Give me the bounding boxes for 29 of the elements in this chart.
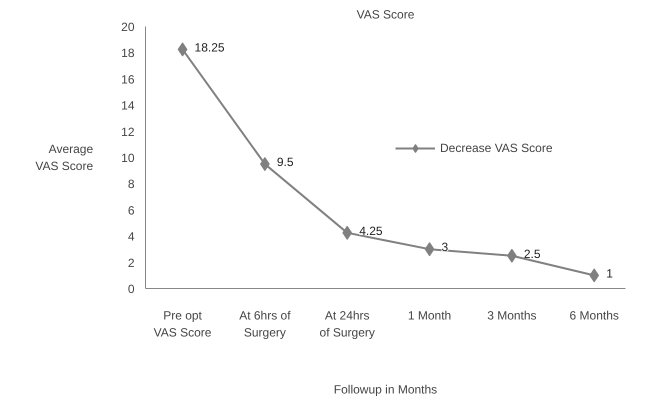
data-label: 4.25 bbox=[359, 224, 383, 238]
x-tick-label: At 24hrs of Surgery bbox=[320, 308, 375, 340]
x-tick-label: 3 Months bbox=[487, 308, 537, 322]
data-label: 2.5 bbox=[524, 246, 541, 261]
x-tick-label: Pre opt VAS Score bbox=[154, 308, 212, 340]
y-tick-label: 8 bbox=[128, 177, 135, 192]
x-axis-title: Followup in Months bbox=[334, 382, 438, 396]
y-tick-label: 4 bbox=[128, 230, 135, 244]
data-label: 1 bbox=[606, 266, 614, 280]
legend-label: Decrease VAS Score bbox=[440, 141, 552, 155]
x-tick-label: 6 Months bbox=[570, 308, 619, 322]
y-tick-label: 16 bbox=[121, 72, 135, 86]
x-tick-label: At 6hrs of Surgery bbox=[239, 308, 292, 340]
point bbox=[589, 268, 600, 282]
data-label: 18.25 bbox=[194, 40, 225, 54]
y-tick-label: 10 bbox=[121, 151, 135, 165]
y-tick-label: 20 bbox=[121, 20, 135, 34]
y-tick-label: 12 bbox=[121, 124, 135, 139]
point bbox=[342, 226, 352, 240]
y-tick-label: 18 bbox=[121, 46, 135, 60]
y-tick-label: 0 bbox=[128, 282, 135, 296]
data-label: 9.5 bbox=[276, 155, 294, 170]
chart-title: VAS Score bbox=[356, 8, 415, 22]
y-axis-title: Average VAS Score bbox=[35, 142, 94, 173]
x-tick-label: 1 Month bbox=[408, 308, 452, 322]
y-tick-label: 14 bbox=[121, 98, 135, 113]
y-tick-label: 6 bbox=[128, 203, 135, 218]
data-label: 3 bbox=[442, 240, 449, 254]
y-tick-label: 2 bbox=[128, 256, 135, 270]
